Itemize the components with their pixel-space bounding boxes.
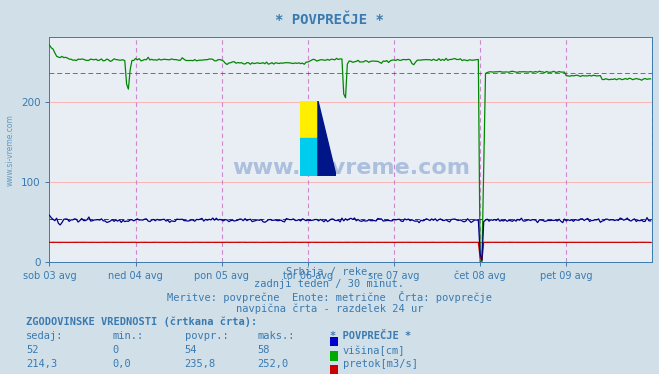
Bar [300,101,318,138]
Text: 58: 58 [257,345,270,355]
Text: 52: 52 [26,345,39,355]
Text: 54: 54 [185,345,197,355]
Text: 214,3: 214,3 [26,359,57,370]
Text: Meritve: povprečne  Enote: metrične  Črta: povprečje: Meritve: povprečne Enote: metrične Črta:… [167,291,492,303]
Text: ZGODOVINSKE VREDNOSTI (črtkana črta):: ZGODOVINSKE VREDNOSTI (črtkana črta): [26,316,258,327]
Text: 0: 0 [112,345,118,355]
Text: sedaj:: sedaj: [26,331,64,341]
Text: povpr.:: povpr.: [185,331,228,341]
Bar [300,138,318,176]
Text: pretok[m3/s]: pretok[m3/s] [343,359,418,370]
Text: min.:: min.: [112,331,143,341]
Polygon shape [318,101,336,176]
Text: navpična črta - razdelek 24 ur: navpična črta - razdelek 24 ur [236,303,423,314]
Text: maks.:: maks.: [257,331,295,341]
Text: zadnji teden / 30 minut.: zadnji teden / 30 minut. [254,279,405,289]
Text: 0,0: 0,0 [112,359,130,370]
Text: Srbija / reke.: Srbija / reke. [286,267,373,278]
Text: 235,8: 235,8 [185,359,215,370]
Text: www.si-vreme.com: www.si-vreme.com [5,114,14,186]
Text: višina[cm]: višina[cm] [343,345,405,356]
Text: www.si-vreme.com: www.si-vreme.com [232,157,470,178]
Text: * POVPREČJE *: * POVPREČJE * [330,331,411,341]
Text: * POVPREČJE *: * POVPREČJE * [275,13,384,27]
Text: 252,0: 252,0 [257,359,288,370]
